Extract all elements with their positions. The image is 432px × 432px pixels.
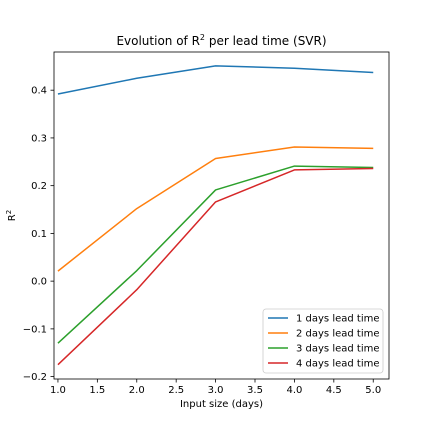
legend: 1 days lead time 2 days lead time 3 days l… bbox=[262, 308, 384, 374]
legend-frame bbox=[262, 308, 384, 374]
x-tick-label: 2.5 bbox=[168, 385, 184, 396]
y-tick-label: 0.4 bbox=[31, 86, 47, 97]
x-tick-label: 4.5 bbox=[326, 385, 342, 396]
chart-title: Evolution of R2 per lead time (SVR) bbox=[116, 33, 326, 48]
y-tick-label: 0.2 bbox=[31, 181, 47, 192]
series-lines bbox=[57, 65, 374, 366]
legend-label-2: 2 days lead time bbox=[296, 329, 380, 340]
x-tick-label: 3.5 bbox=[247, 385, 263, 396]
y-tick-label: −0.2 bbox=[23, 372, 47, 383]
series-line-1 bbox=[57, 65, 374, 95]
x-axis-label: Input size (days) bbox=[180, 399, 263, 410]
x-tick-label: 4.0 bbox=[286, 385, 302, 396]
y-axis-ticks: −0.2 −0.1 0.0 0.1 0.2 0.3 0.4 bbox=[23, 86, 54, 383]
x-tick-label: 1.0 bbox=[50, 385, 66, 396]
x-tick-label: 2.0 bbox=[129, 385, 145, 396]
legend-label-3: 3 days lead time bbox=[296, 344, 380, 355]
x-tick-label: 3.0 bbox=[208, 385, 224, 396]
x-axis-ticks: 1.0 1.5 2.0 2.5 3.0 3.5 4.0 4.5 5.0 bbox=[50, 379, 381, 396]
x-tick-label: 5.0 bbox=[365, 385, 381, 396]
legend-label-4: 4 days lead time bbox=[296, 359, 380, 370]
x-tick-label: 1.5 bbox=[89, 385, 105, 396]
y-axis-label: R2 bbox=[5, 210, 18, 221]
legend-label-1: 1 days lead time bbox=[296, 314, 380, 325]
y-tick-label: −0.1 bbox=[23, 324, 47, 335]
y-tick-label: 0.1 bbox=[31, 229, 47, 240]
y-tick-label: 0.3 bbox=[31, 133, 47, 144]
series-line-4 bbox=[57, 167, 374, 366]
series-line-3 bbox=[57, 165, 374, 344]
y-tick-label: 0.0 bbox=[31, 277, 47, 288]
series-line-2 bbox=[57, 146, 374, 272]
